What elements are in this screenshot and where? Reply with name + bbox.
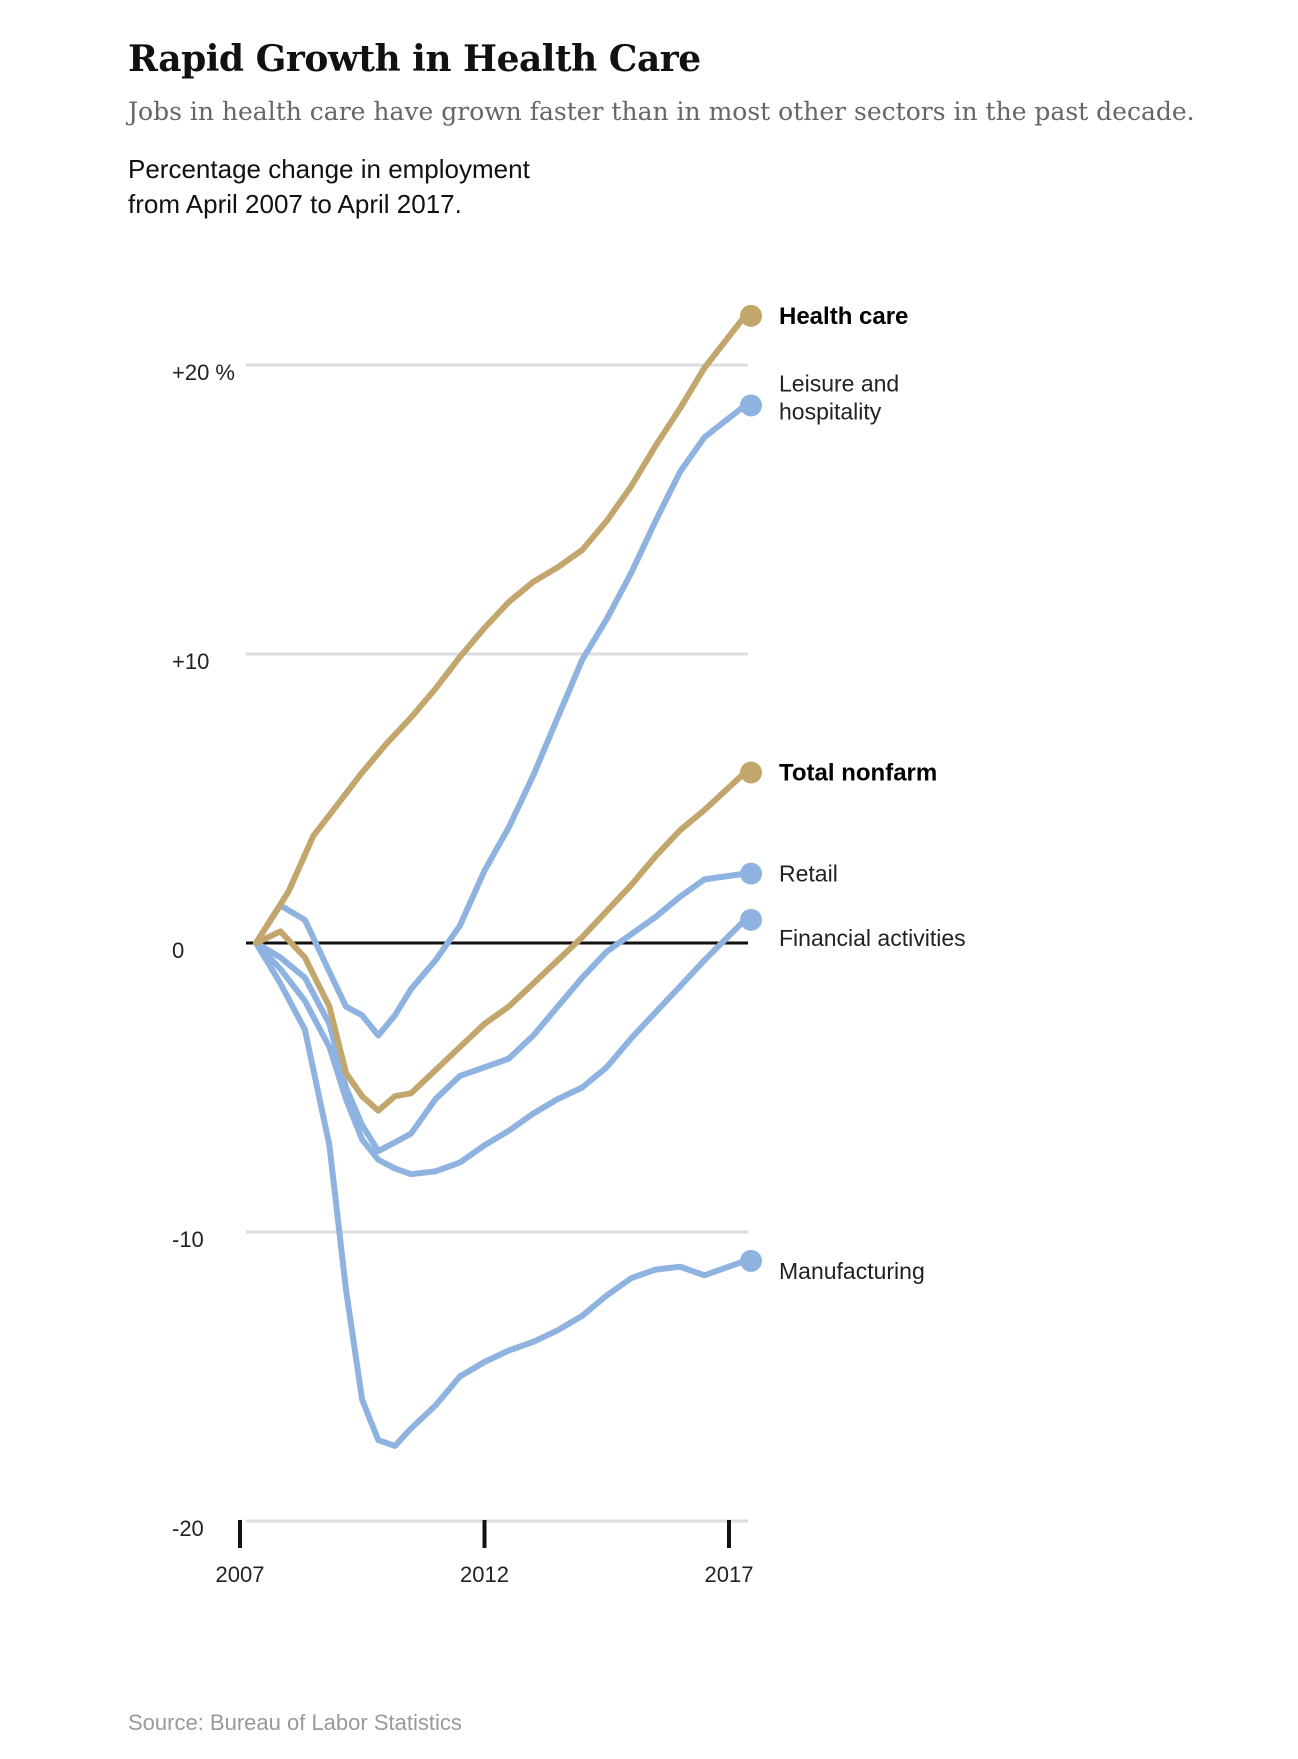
series-line-total-nonfarm — [253, 769, 748, 1114]
source-note: Source: Bureau of Labor Statistics — [128, 1710, 462, 1735]
series-endpoint-leisure-and-hospitality — [740, 394, 762, 417]
series-line-manufacturing — [253, 940, 748, 1449]
series-endpoint-financial-activities — [740, 908, 762, 931]
series-line-health-care — [253, 312, 748, 946]
series-lines — [253, 304, 762, 1449]
series-labels: Leisure and hospitality Retail Financial ac… — [779, 303, 966, 1284]
chart-description: Percentage change in employment from Apr… — [128, 152, 530, 222]
series-endpoint-total-nonfarm — [740, 761, 762, 784]
chart-subtitle: Jobs in health care have grown faster th… — [128, 97, 1195, 126]
series-label-manufacturing: Manufacturing — [779, 1258, 925, 1284]
series-label-health-care: Health care — [779, 303, 908, 330]
gridlines — [246, 363, 748, 1523]
x-tick-label: 2007 — [216, 1562, 265, 1587]
y-tick-label: -10 — [172, 1227, 204, 1252]
description-line-2: from April 2007 to April 2017. — [128, 189, 462, 219]
x-axis-ticks: 2007 2012 2017 — [216, 1520, 754, 1587]
series-endpoint-retail — [740, 862, 762, 885]
x-tick-label: 2017 — [705, 1562, 754, 1587]
y-tick-label: 0 — [172, 938, 184, 963]
line-chart: +20 % +10 0 -10 -20 2007 2012 2017 Leisure and… — [172, 303, 966, 1587]
description-line-1: Percentage change in employment — [128, 154, 530, 184]
series-label-leisure-and-hospitality: Leisure and hospitality — [779, 370, 899, 424]
x-tick-label: 2012 — [460, 1562, 509, 1587]
y-tick-label: +10 — [172, 649, 209, 674]
series-line-leisure-and-hospitality — [253, 402, 748, 1039]
y-tick-label: +20 % — [172, 360, 235, 385]
series-line-financial-activities — [253, 916, 748, 1178]
series-endpoint-manufacturing — [740, 1249, 762, 1272]
y-axis-ticks: +20 % +10 0 -10 -20 — [172, 360, 235, 1541]
series-label-total-nonfarm: Total nonfarm — [779, 759, 937, 786]
series-label-financial-activities: Financial activities — [779, 925, 966, 951]
series-endpoint-health-care — [740, 304, 762, 327]
chart-title: Rapid Growth in Health Care — [128, 38, 701, 80]
series-line-retail — [253, 870, 748, 1155]
series-label-retail: Retail — [779, 861, 838, 887]
y-tick-label: -20 — [172, 1516, 204, 1541]
